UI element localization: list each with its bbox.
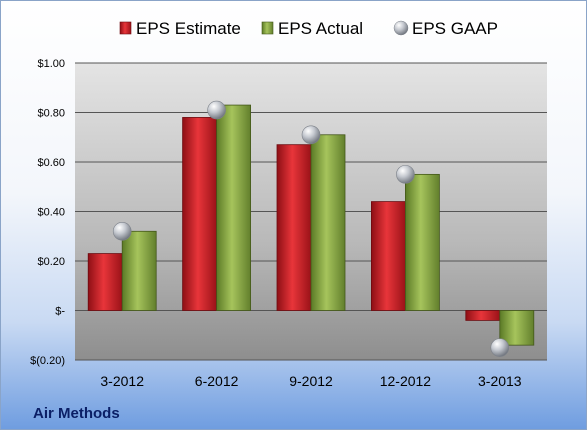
company-name: Air Methods bbox=[33, 405, 120, 422]
y-tick-label: $0.80 bbox=[37, 108, 65, 120]
marker-eps-gaap bbox=[396, 165, 415, 184]
bar-eps-estimate bbox=[370, 201, 406, 311]
bar-eps-estimate bbox=[87, 253, 123, 311]
x-tick-label: 3-2012 bbox=[100, 373, 144, 389]
x-tick-label: 9-2012 bbox=[289, 373, 333, 389]
gaap-markers bbox=[112, 100, 510, 357]
legend-label: EPS GAAP bbox=[412, 19, 498, 38]
marker-eps-gaap bbox=[207, 100, 226, 120]
bars bbox=[87, 104, 535, 346]
chart-legend: EPS Estimate EPS Actual EPS GAAP bbox=[119, 19, 498, 38]
legend-label: EPS Actual bbox=[278, 19, 363, 38]
bar-eps-estimate bbox=[276, 144, 312, 311]
y-tick-label: $0.40 bbox=[37, 207, 65, 219]
y-tick-label: $0.20 bbox=[37, 256, 65, 268]
legend-swatch bbox=[119, 21, 132, 35]
x-tick-label: 6-2012 bbox=[195, 373, 239, 389]
bar-eps-estimate bbox=[465, 310, 501, 321]
y-tick-label: $(0.20) bbox=[30, 355, 65, 367]
x-tick-label: 3-2013 bbox=[478, 373, 522, 389]
legend-swatch-eps-gaap bbox=[393, 20, 409, 36]
y-tick-label: $- bbox=[55, 306, 65, 318]
x-axis: 3-2012 6-2012 9-2012 12-2012 3-2013 bbox=[100, 373, 521, 389]
marker-eps-gaap bbox=[301, 125, 321, 145]
x-tick-label: 12-2012 bbox=[380, 373, 432, 389]
marker-eps-gaap bbox=[490, 338, 510, 357]
bar-eps-actual bbox=[499, 310, 535, 346]
bar-eps-actual bbox=[216, 104, 252, 311]
legend-label: EPS Estimate bbox=[136, 19, 241, 38]
bar-eps-estimate bbox=[182, 117, 218, 311]
y-axis: $(0.20) $- $0.20 $0.40 $0.60 $0.80 $1.00 bbox=[30, 58, 65, 367]
y-tick-label: $0.60 bbox=[37, 157, 65, 169]
bar-eps-actual bbox=[121, 230, 157, 311]
bar-eps-actual bbox=[310, 134, 346, 311]
legend-swatch bbox=[261, 21, 274, 35]
y-tick-label: $1.00 bbox=[37, 58, 65, 70]
bar-eps-actual bbox=[404, 173, 440, 311]
marker-eps-gaap bbox=[112, 222, 132, 241]
